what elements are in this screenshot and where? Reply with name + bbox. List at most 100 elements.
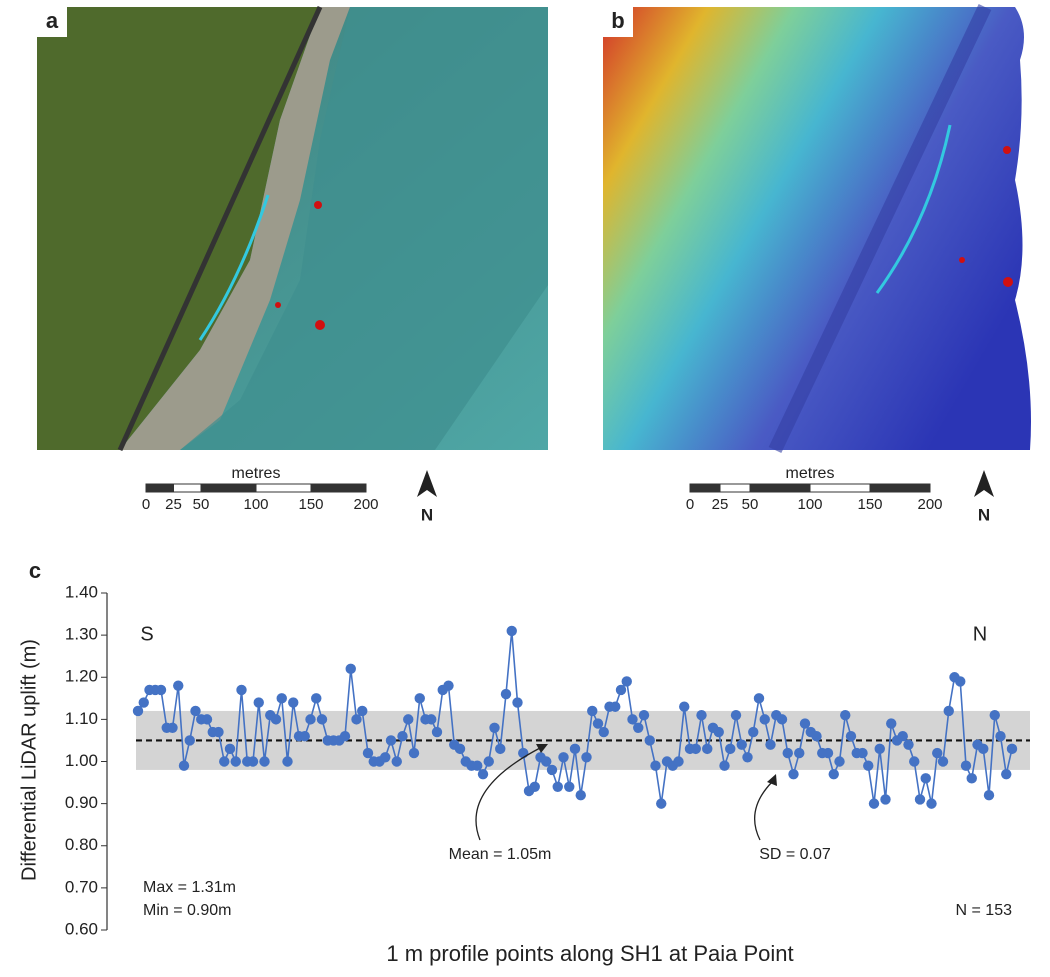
data-point	[518, 748, 528, 758]
data-point	[857, 748, 867, 758]
panel-label: b	[611, 8, 624, 33]
scale-segment	[174, 484, 202, 492]
data-point	[311, 693, 321, 703]
y-tick-label: 1.30	[65, 625, 98, 644]
scale-tick-label: 100	[243, 496, 268, 513]
data-point	[926, 798, 936, 808]
chart: c0.600.700.800.901.001.101.201.301.40Dif…	[18, 558, 1030, 966]
scale-tick-label: 0	[142, 496, 150, 513]
data-point	[978, 744, 988, 754]
data-point	[967, 773, 977, 783]
y-tick-label: 1.40	[65, 582, 98, 601]
data-point	[259, 756, 269, 766]
scale-segment	[870, 484, 930, 492]
data-point	[915, 794, 925, 804]
data-point	[921, 773, 931, 783]
data-point	[530, 782, 540, 792]
data-point	[587, 706, 597, 716]
data-point	[443, 680, 453, 690]
data-point	[737, 739, 747, 749]
data-point	[167, 723, 177, 733]
data-point	[593, 718, 603, 728]
arrow-head	[767, 774, 777, 786]
data-point	[300, 731, 310, 741]
data-point	[742, 752, 752, 762]
y-tick-label: 0.60	[65, 919, 98, 938]
annotation: S	[140, 623, 153, 645]
data-point	[650, 761, 660, 771]
data-point	[702, 744, 712, 754]
scale-segment	[750, 484, 810, 492]
data-point	[185, 735, 195, 745]
data-point	[507, 626, 517, 636]
data-point	[231, 756, 241, 766]
data-point	[898, 731, 908, 741]
data-point	[783, 748, 793, 758]
data-point	[1007, 744, 1017, 754]
data-point	[512, 697, 522, 707]
data-point	[1001, 769, 1011, 779]
data-point	[351, 714, 361, 724]
scale-tick-label: 200	[353, 496, 378, 513]
data-point	[760, 714, 770, 724]
scale-tick-label: 50	[742, 496, 759, 513]
data-point	[714, 727, 724, 737]
data-point	[834, 756, 844, 766]
data-point	[725, 744, 735, 754]
data-point	[576, 790, 586, 800]
data-point	[564, 782, 574, 792]
data-point	[794, 748, 804, 758]
data-point	[656, 798, 666, 808]
data-point	[840, 710, 850, 720]
annotation: Max = 1.31m	[143, 879, 236, 896]
panel-label: c	[29, 558, 41, 583]
data-point	[173, 680, 183, 690]
data-point	[219, 756, 229, 766]
data-point	[501, 689, 511, 699]
scale-segment	[146, 484, 174, 492]
data-point	[277, 693, 287, 703]
data-point	[673, 756, 683, 766]
data-point	[179, 761, 189, 771]
scale-title: metres	[232, 465, 281, 482]
data-point	[455, 744, 465, 754]
data-point	[777, 714, 787, 724]
scale-segment	[810, 484, 870, 492]
data-point	[340, 731, 350, 741]
data-point	[869, 798, 879, 808]
annotation: SD = 0.07	[759, 846, 831, 863]
north-arrow	[417, 470, 437, 497]
data-point	[489, 723, 499, 733]
data-point	[995, 731, 1005, 741]
data-point	[156, 685, 166, 695]
data-point	[553, 782, 563, 792]
y-tick-label: 0.80	[65, 835, 98, 854]
data-point	[558, 752, 568, 762]
scale-tick-label: 150	[857, 496, 882, 513]
data-point	[392, 756, 402, 766]
annotation: Mean = 1.05m	[449, 846, 552, 863]
data-point	[282, 756, 292, 766]
data-point	[622, 676, 632, 686]
data-point	[380, 752, 390, 762]
aerial-image: a	[37, 7, 548, 450]
data-point	[748, 727, 758, 737]
scale-segment	[690, 484, 720, 492]
y-tick-label: 0.70	[65, 877, 98, 896]
scale-tick-label: 200	[917, 496, 942, 513]
scale-title: metres	[786, 465, 835, 482]
scale-tick-label: 100	[797, 496, 822, 513]
scale-tick-label: 25	[712, 496, 729, 513]
data-point	[645, 735, 655, 745]
data-point	[248, 756, 258, 766]
data-point	[639, 710, 649, 720]
data-point	[616, 685, 626, 695]
data-point	[800, 718, 810, 728]
annotation-arrow	[755, 782, 772, 840]
data-point	[880, 794, 890, 804]
y-tick-label: 0.90	[65, 793, 98, 812]
data-point	[386, 735, 396, 745]
data-point	[363, 748, 373, 758]
scale-tick-label: 50	[193, 496, 210, 513]
